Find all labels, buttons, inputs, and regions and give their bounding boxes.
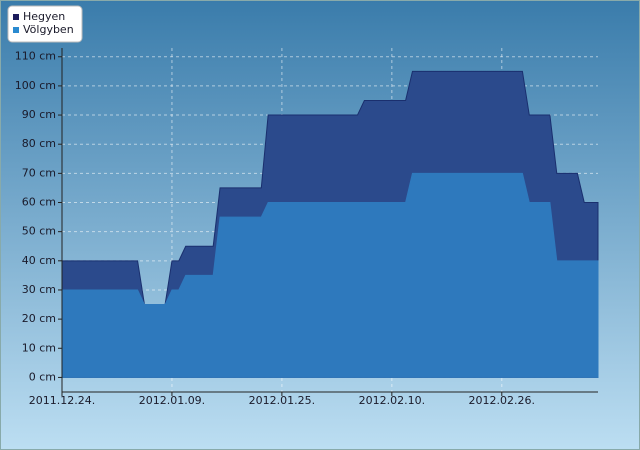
legend-marker [13,14,19,20]
y-tick-label: 90 cm [22,108,56,121]
legend-box [7,5,83,43]
y-tick-label: 30 cm [22,283,56,296]
y-tick-label: 20 cm [22,312,56,325]
y-tick-label: 100 cm [15,79,56,92]
y-tick-label: 110 cm [15,50,56,63]
y-tick-label: 0 cm [29,370,56,383]
legend-marker [13,27,19,33]
y-tick-label: 70 cm [22,166,56,179]
x-tick-label: 2012.02.26. [469,394,535,407]
area [61,172,599,378]
x-tick-label: 2012.01.25. [249,394,315,407]
x-tick-label: 2011.12.24. [29,394,95,407]
y-tick-label: 10 cm [22,341,56,354]
y-tick-label: 60 cm [22,196,56,209]
y-tick-label: 50 cm [22,225,56,238]
y-tick-label: 80 cm [22,137,56,150]
legend-label: Hegyen [23,10,65,23]
x-tick-label: 2012.01.09. [139,394,205,407]
legend-label: Völgyben [23,23,74,36]
x-tick-label: 2012.02.10. [359,394,425,407]
y-tick-label: 40 cm [22,254,56,267]
